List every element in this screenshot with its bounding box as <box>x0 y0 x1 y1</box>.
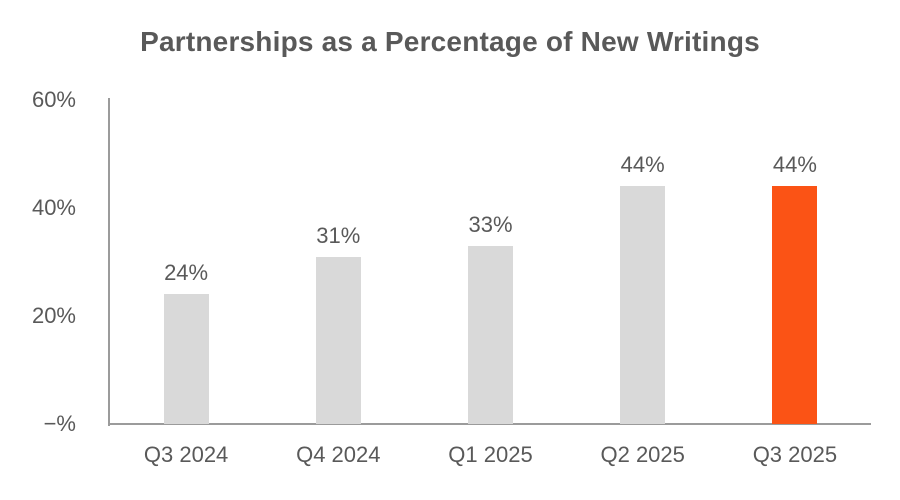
y-tick-label: 60% <box>31 87 76 112</box>
x-tick-label-q4-2024: Q4 2024 <box>296 442 381 467</box>
bar-value-label-q1-2025: 33% <box>468 211 513 237</box>
y-tick-label: 40% <box>31 195 76 220</box>
bar-value-label-q3-2025: 44% <box>772 152 817 178</box>
x-tick-label-q2-2025: Q2 2025 <box>600 442 685 467</box>
bar-q4-2024 <box>315 256 361 424</box>
x-tick-label-q1-2025: Q1 2025 <box>448 442 533 467</box>
y-tick-label: −% <box>43 411 76 436</box>
bar-q1-2025 <box>468 245 513 424</box>
x-tick-label-q3-2024: Q3 2024 <box>143 442 229 467</box>
bar-q3-2025 <box>772 186 818 424</box>
bar-q2-2025 <box>620 186 666 424</box>
x-tick-label-q3-2025: Q3 2025 <box>752 442 838 467</box>
y-axis-line <box>108 98 110 426</box>
bar-value-label-q2-2025: 44% <box>620 152 665 178</box>
x-axis-line <box>108 423 871 425</box>
bar-q3-2024 <box>163 294 209 424</box>
bar-value-label-q3-2024: 24% <box>164 260 209 286</box>
bar-value-label-q4-2024: 31% <box>316 222 361 248</box>
chart-title: Partnerships as a Percentage of New Writ… <box>140 26 760 57</box>
y-tick-label: 20% <box>31 303 76 328</box>
